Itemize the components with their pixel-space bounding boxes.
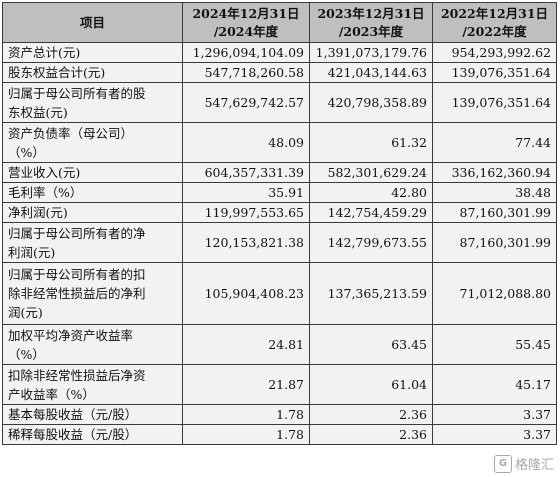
cell-2022: 139,076,351.64 <box>432 62 557 83</box>
cell-2023: 142,799,673.55 <box>309 222 433 263</box>
cell-2023: 142,754,459.29 <box>309 202 433 223</box>
watermark: G 格隆汇 <box>493 454 554 473</box>
cell-2022: 336,162,360.94 <box>432 162 557 183</box>
cell-2022: 77.44 <box>432 122 557 163</box>
watermark-text: 格隆汇 <box>514 458 554 473</box>
row-label: 资产负债率（母公司） （%） <box>2 122 183 163</box>
watermark-logo-icon: G <box>493 454 512 473</box>
cell-2023: 42.80 <box>309 182 433 203</box>
row-label: 归属于母公司所有者的净 利润(元) <box>2 222 183 263</box>
financial-summary-table: 项目 2024年12月31日/2024年度 2023年12月31日/2023年度… <box>2 2 557 445</box>
cell-2023: 61.04 <box>309 364 433 405</box>
header-col-2024: 2024年12月31日/2024年度 <box>182 2 310 43</box>
header-item: 项目 <box>2 2 183 43</box>
cell-2022: 954,293,992.62 <box>432 42 557 63</box>
cell-2023: 2.36 <box>309 404 433 425</box>
cell-2024: 119,997,553.65 <box>182 202 310 223</box>
cell-2024: 1.78 <box>182 404 310 425</box>
cell-2022: 139,076,351.64 <box>432 82 557 123</box>
cell-2023: 63.45 <box>309 324 433 365</box>
row-label: 股东权益合计(元) <box>2 62 183 83</box>
cell-2024: 1,296,094,104.09 <box>182 42 310 63</box>
table-row: 净利润(元) 119,997,553.65 142,754,459.29 87,… <box>2 202 557 223</box>
table-row: 基本每股收益（元/股） 1.78 2.36 3.37 <box>2 404 557 425</box>
cell-2023: 61.32 <box>309 122 433 163</box>
cell-2024: 547,629,742.57 <box>182 82 310 123</box>
table-row: 股东权益合计(元) 547,718,260.58 421,043,144.63 … <box>2 62 557 83</box>
row-label: 净利润(元) <box>2 202 183 223</box>
row-label: 资产总计(元) <box>2 42 183 63</box>
cell-2024: 547,718,260.58 <box>182 62 310 83</box>
table-row: 加权平均净资产收益率 （%） 24.81 63.45 55.45 <box>2 324 557 365</box>
cell-2024: 48.09 <box>182 122 310 163</box>
cell-2022: 3.37 <box>432 404 557 425</box>
cell-2023: 137,365,213.59 <box>309 262 433 325</box>
row-label: 扣除非经常性损益后净资 产收益率（%） <box>2 364 183 405</box>
cell-2023: 2.36 <box>309 424 433 445</box>
table-row: 资产负债率（母公司） （%） 48.09 61.32 77.44 <box>2 122 557 163</box>
table-row: 归属于母公司所有者的股 东权益(元) 547,629,742.57 420,798… <box>2 82 557 123</box>
cell-2023: 1,391,073,179.76 <box>309 42 433 63</box>
cell-2022: 87,160,301.99 <box>432 202 557 223</box>
cell-2022: 71,012,088.80 <box>432 262 557 325</box>
cell-2024: 604,357,331.39 <box>182 162 310 183</box>
row-label: 加权平均净资产收益率 （%） <box>2 324 183 365</box>
cell-2022: 87,160,301.99 <box>432 222 557 263</box>
cell-2022: 45.17 <box>432 364 557 405</box>
table-row: 资产总计(元) 1,296,094,104.09 1,391,073,179.7… <box>2 42 557 63</box>
table-row: 稀释每股收益（元/股） 1.78 2.36 3.37 <box>2 424 557 445</box>
header-row: 项目 2024年12月31日/2024年度 2023年12月31日/2023年度… <box>2 2 557 43</box>
header-col-2022: 2022年12月31日/2022年度 <box>432 2 557 43</box>
table-row: 营业收入(元) 604,357,331.39 582,301,629.24 33… <box>2 162 557 183</box>
row-label: 稀释每股收益（元/股） <box>2 424 183 445</box>
row-label: 基本每股收益（元/股） <box>2 404 183 425</box>
cell-2024: 21.87 <box>182 364 310 405</box>
cell-2022: 55.45 <box>432 324 557 365</box>
cell-2023: 421,043,144.63 <box>309 62 433 83</box>
cell-2022: 38.48 <box>432 182 557 203</box>
table-row: 扣除非经常性损益后净资 产收益率（%） 21.87 61.04 45.17 <box>2 364 557 405</box>
row-label: 毛利率（%） <box>2 182 183 203</box>
cell-2024: 1.78 <box>182 424 310 445</box>
cell-2023: 420,798,358.89 <box>309 82 433 123</box>
header-col-2023: 2023年12月31日/2023年度 <box>309 2 433 43</box>
table-row: 毛利率（%） 35.91 42.80 38.48 <box>2 182 557 203</box>
cell-2024: 24.81 <box>182 324 310 365</box>
table-row: 归属于母公司所有者的净 利润(元) 120,153,821.38 142,799,… <box>2 222 557 263</box>
table-row: 归属于母公司所有者的扣 除非经常性损益后的净利 润(元) 105,904,408.2… <box>2 262 557 325</box>
cell-2024: 105,904,408.23 <box>182 262 310 325</box>
cell-2022: 3.37 <box>432 424 557 445</box>
cell-2023: 582,301,629.24 <box>309 162 433 183</box>
row-label: 营业收入(元) <box>2 162 183 183</box>
row-label: 归属于母公司所有者的扣 除非经常性损益后的净利 润(元) <box>2 262 183 325</box>
row-label: 归属于母公司所有者的股 东权益(元) <box>2 82 183 123</box>
cell-2024: 120,153,821.38 <box>182 222 310 263</box>
cell-2024: 35.91 <box>182 182 310 203</box>
